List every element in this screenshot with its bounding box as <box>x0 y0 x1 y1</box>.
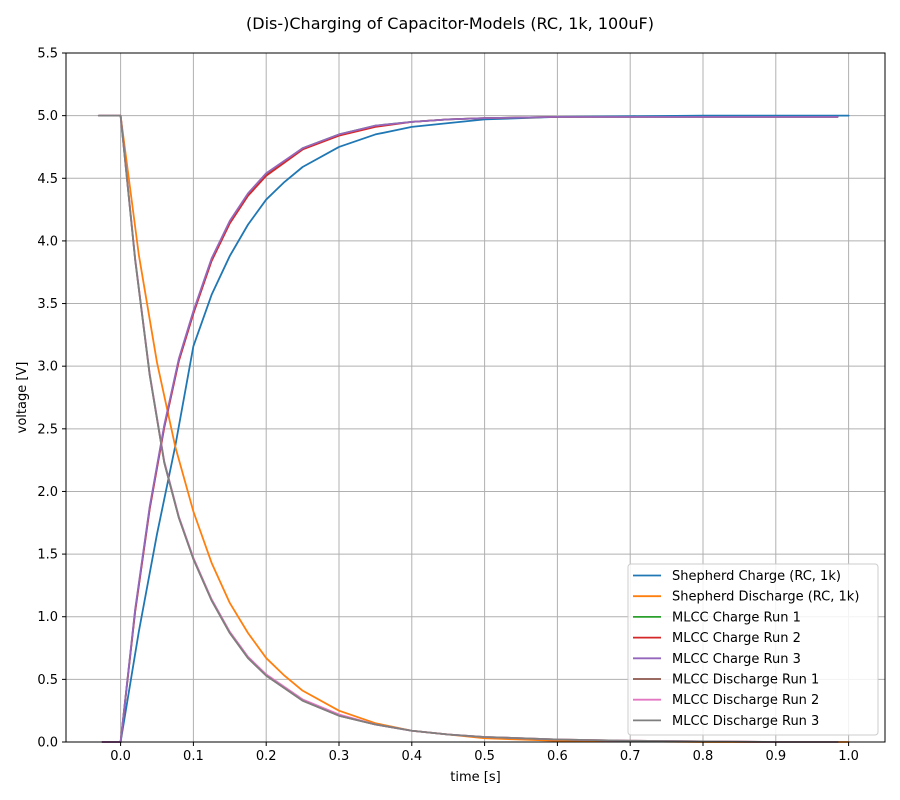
legend-label: Shepherd Charge (RC, 1k) <box>672 569 841 584</box>
y-tick-label: 0.0 <box>37 736 58 751</box>
y-tick-label: 1.0 <box>37 610 58 625</box>
y-tick-label: 1.5 <box>37 548 58 563</box>
y-axis-label: voltage [V] <box>15 362 30 434</box>
x-tick-label: 0.2 <box>256 749 277 764</box>
y-tick-label: 0.5 <box>37 673 58 688</box>
x-tick-label: 0.1 <box>183 749 204 764</box>
x-tick-label: 0.5 <box>474 749 495 764</box>
y-tick-label: 3.5 <box>37 297 58 312</box>
x-tick-label: 0.7 <box>620 749 641 764</box>
x-tick-label: 1.0 <box>838 749 859 764</box>
legend-label: MLCC Discharge Run 3 <box>672 714 819 729</box>
x-axis-ticks: 0.0 0.1 0.2 0.3 0.4 0.5 0.6 0.7 0.8 0.9 1.0 <box>110 742 859 764</box>
series-line-8 <box>97 114 839 743</box>
y-tick-label: 3.0 <box>37 360 58 375</box>
legend-label: MLCC Discharge Run 1 <box>672 673 819 688</box>
chart-title: (Dis-)Charging of Capacitor-Models (RC, … <box>246 14 654 33</box>
y-axis-ticks: 0.0 0.5 1.0 1.5 2.0 2.5 3.0 3.5 4.0 4.5 5.0 5.5 <box>37 47 66 751</box>
legend-box <box>627 563 879 736</box>
legend: Shepherd Charge (RC, 1k) Shepherd Dischar… <box>627 563 879 736</box>
legend-label: MLCC Discharge Run 2 <box>672 693 819 708</box>
y-tick-label: 5.5 <box>37 47 58 62</box>
series-line-5 <box>101 115 839 743</box>
y-tick-label: 4.0 <box>37 234 58 249</box>
x-tick-label: 0.4 <box>401 749 422 764</box>
legend-label: Shepherd Discharge (RC, 1k) <box>672 590 859 605</box>
y-tick-label: 4.5 <box>37 172 58 187</box>
legend-label: MLCC Charge Run 1 <box>672 610 801 625</box>
y-tick-label: 2.0 <box>37 485 58 500</box>
plot-frame <box>65 52 886 743</box>
x-tick-label: 0.9 <box>765 749 786 764</box>
legend-label: MLCC Charge Run 2 <box>672 631 801 646</box>
y-tick-label: 2.5 <box>37 422 58 437</box>
legend-label: MLCC Charge Run 3 <box>672 652 801 667</box>
x-tick-label: 0.8 <box>693 749 714 764</box>
x-tick-label: 0.6 <box>547 749 568 764</box>
x-axis-label: time [s] <box>450 770 500 785</box>
series-layer <box>97 114 850 743</box>
x-tick-label: 0.3 <box>329 749 350 764</box>
x-tick-label: 0.0 <box>110 749 131 764</box>
y-tick-label: 5.0 <box>37 109 58 124</box>
